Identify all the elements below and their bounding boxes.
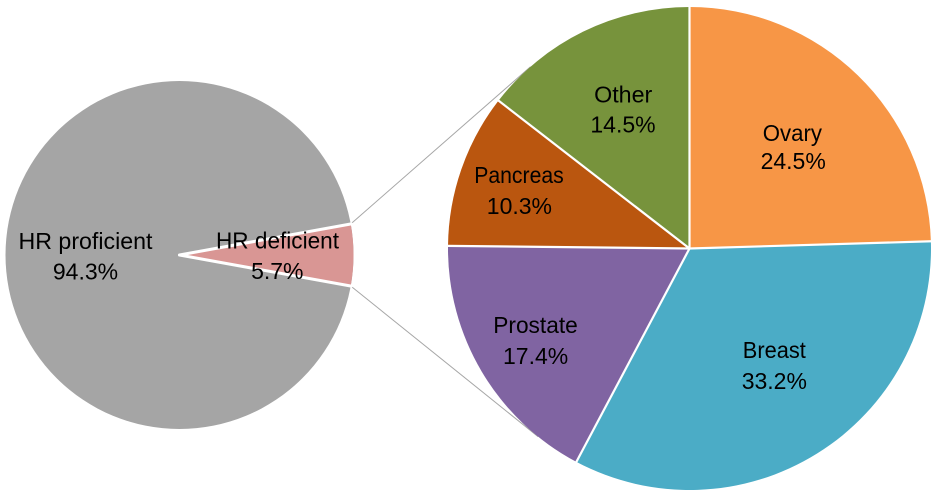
svg-text:17.4%: 17.4% — [503, 343, 568, 369]
svg-text:5.7%: 5.7% — [251, 258, 303, 284]
svg-text:24.5%: 24.5% — [761, 148, 826, 174]
svg-text:HR deficient: HR deficient — [216, 228, 340, 254]
svg-text:Pancreas: Pancreas — [474, 162, 564, 188]
svg-text:33.2%: 33.2% — [742, 368, 807, 394]
svg-text:94.3%: 94.3% — [53, 259, 118, 285]
svg-text:Other: Other — [594, 82, 653, 108]
svg-text:Prostate: Prostate — [493, 312, 578, 338]
svg-text:Ovary: Ovary — [763, 120, 823, 146]
svg-text:14.5%: 14.5% — [590, 112, 655, 138]
svg-text:HR proficient: HR proficient — [19, 228, 154, 254]
svg-text:Breast: Breast — [743, 337, 807, 363]
svg-text:10.3%: 10.3% — [487, 193, 552, 219]
